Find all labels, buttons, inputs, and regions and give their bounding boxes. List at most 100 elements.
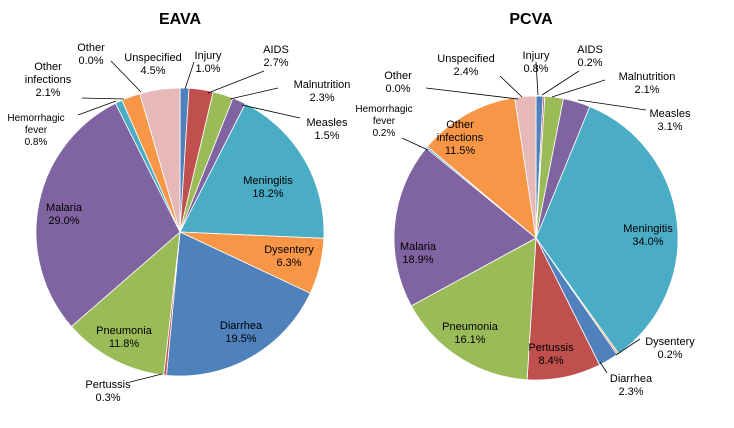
slice-name: Meningitis <box>623 223 673 235</box>
slice-label-measles: Measles 1.5% <box>307 117 348 142</box>
pcva-pie-chart: PCVA Injury 0.8%AIDS 0.2%Malnutrition 2.1%M… <box>355 11 695 398</box>
label-group: Injury 1.0%AIDS 2.7%Malnutrition 2.3%Measle… <box>7 42 350 404</box>
slice-name: infections <box>437 132 484 144</box>
chart-title: PCVA <box>509 11 553 28</box>
slice-label-malaria: Malaria 29.0% <box>46 202 83 227</box>
slice-label-pneumonia: Pneumonia 16.1% <box>442 321 499 346</box>
leader-line-other <box>110 60 142 93</box>
slice-name: Malaria <box>46 202 83 214</box>
pie-slice-diarrhea <box>166 231 311 377</box>
slice-percent: 2.1% <box>35 87 60 99</box>
slice-name: Unspecified <box>437 53 494 65</box>
slice-percent: 0.2% <box>657 349 682 361</box>
leader-line-injury <box>184 61 195 90</box>
slice-percent: 2.7% <box>263 57 288 69</box>
slice-label-unspecified: Unspecified 4.5% <box>124 52 181 77</box>
slice-name: Hemorrhagic <box>355 104 412 115</box>
leader-line-measles <box>241 104 301 119</box>
slice-name: Pneumonia <box>442 321 499 333</box>
slice-name: Malnutrition <box>294 79 351 91</box>
slice-name: Other <box>77 42 105 54</box>
slice-percent: 1.5% <box>314 130 339 142</box>
slice-name: Dysentery <box>264 244 314 256</box>
slice-name: Malaria <box>400 241 437 253</box>
slice-percent: 11.8% <box>109 338 140 350</box>
slice-label-other-infections: Other infections 2.1% <box>25 61 72 99</box>
slice-percent: 0.8% <box>25 137 48 148</box>
slice-label-other: Other 0.0% <box>384 70 412 95</box>
slice-name: Injury <box>523 50 550 62</box>
slice-percent: 4.5% <box>140 65 165 77</box>
slice-percent: 8.4% <box>538 355 563 367</box>
slice-label-aids: AIDS 0.2% <box>577 44 603 69</box>
slice-label-injury: Injury 1.0% <box>195 50 222 75</box>
eava-pie-chart: EAVA Injury 1.0%AIDS 2.7%Malnutrition 2.3%M… <box>7 11 350 404</box>
leader-line-other <box>425 87 519 100</box>
leader-line-hemorrhagic-fever <box>77 100 117 116</box>
slice-percent: 6.3% <box>276 257 301 269</box>
slice-name: Diarrhea <box>220 320 263 332</box>
leader-line-hemorrhagic-fever <box>401 137 429 151</box>
slice-label-hemorrhagic-fever: Hemorrhagic fever 0.2% <box>355 104 412 139</box>
slice-name: Other <box>446 119 474 131</box>
slice-label-malaria: Malaria 18.9% <box>400 241 437 266</box>
slice-label-other-infections: Other infections 11.5% <box>437 119 484 157</box>
slice-name: Hemorrhagic <box>7 113 64 124</box>
slice-name: AIDS <box>577 44 603 56</box>
slice-label-malnutrition: Malnutrition 2.3% <box>294 79 351 104</box>
pie-slice-other-infections <box>426 97 537 239</box>
leader-line-injury <box>535 61 539 96</box>
pie-slice-meningitis <box>179 103 325 239</box>
slice-percent: 2.3% <box>618 386 643 398</box>
leader-line-malnutrition <box>229 87 279 100</box>
slice-name: fever <box>25 125 48 136</box>
slice-name: Pertussis <box>528 342 574 354</box>
slice-name: fever <box>373 116 396 127</box>
slice-percent: 0.8% <box>523 63 548 75</box>
slice-percent: 3.1% <box>657 121 682 133</box>
slice-label-diarrhea: Diarrhea 19.5% <box>220 320 263 345</box>
slice-label-measles: Measles 3.1% <box>650 108 691 133</box>
slice-percent: 0.0% <box>78 55 103 67</box>
pie-slice-malaria <box>35 102 181 328</box>
slice-percent: 1.0% <box>195 63 220 75</box>
slice-name: Injury <box>195 50 222 62</box>
slice-label-diarrhea: Diarrhea 2.3% <box>610 373 653 398</box>
slice-percent: 16.1% <box>454 334 485 346</box>
slice-name: Pertussis <box>85 379 131 391</box>
slice-name: infections <box>25 74 72 86</box>
pie-slice-malaria <box>393 147 537 307</box>
slice-label-dysentery: Dysentery 6.3% <box>264 244 314 269</box>
slice-name: Pneumonia <box>96 325 153 337</box>
slice-name: Dysentery <box>645 336 695 348</box>
slice-percent: 2.1% <box>634 84 659 96</box>
slice-group <box>35 87 325 377</box>
slice-label-pneumonia: Pneumonia 11.8% <box>96 325 153 350</box>
slice-name: Unspecified <box>124 52 181 64</box>
leader-line-aids <box>207 70 265 94</box>
slice-label-injury: Injury 0.8% <box>523 50 550 75</box>
pie-slice-unspecified <box>139 87 181 233</box>
slice-percent: 18.2% <box>252 188 283 200</box>
leader-line-dysentery <box>615 338 641 356</box>
slice-label-pertussis: Pertussis 8.4% <box>528 342 574 367</box>
leader-line-malnutrition <box>551 79 606 98</box>
leader-line-diarrhea <box>599 361 608 374</box>
slice-percent: 19.5% <box>225 333 256 345</box>
slice-label-aids: AIDS 2.7% <box>263 44 289 69</box>
slice-name: Other <box>384 70 412 82</box>
slice-name: Diarrhea <box>610 373 653 385</box>
pie-slice-meningitis <box>535 106 679 355</box>
slice-name: Measles <box>307 117 348 129</box>
leader-line-other-infections <box>81 97 125 100</box>
slice-percent: 11.5% <box>445 145 476 157</box>
slice-label-meningitis: Meningitis 34.0% <box>623 223 673 248</box>
leader-line-unspecified <box>499 75 523 98</box>
slice-percent: 29.0% <box>48 215 79 227</box>
slice-name: AIDS <box>263 44 289 56</box>
leader-line-aids <box>541 70 580 96</box>
label-group: Injury 0.8%AIDS 0.2%Malnutrition 2.1%Measle… <box>355 44 695 398</box>
slice-group <box>393 95 679 381</box>
slice-percent: 34.0% <box>632 236 663 248</box>
